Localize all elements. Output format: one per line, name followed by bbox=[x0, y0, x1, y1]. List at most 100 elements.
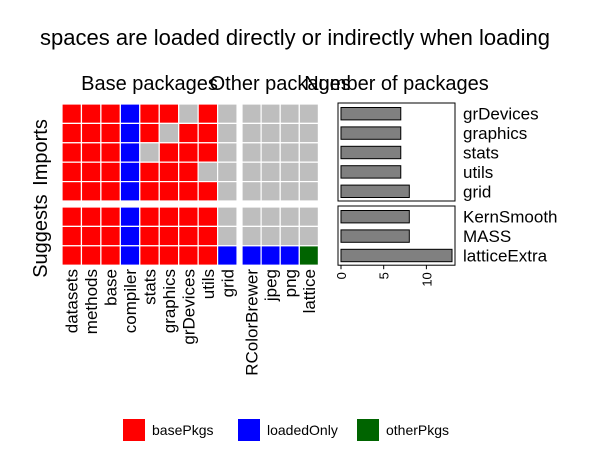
tile bbox=[241, 103, 262, 124]
tile bbox=[61, 245, 83, 266]
panel-title: Number of packages bbox=[304, 73, 489, 95]
legend-swatch bbox=[357, 419, 379, 441]
tile bbox=[279, 206, 300, 227]
tile bbox=[241, 142, 262, 163]
tile bbox=[139, 225, 160, 247]
tile bbox=[158, 142, 180, 163]
column-label: lattice bbox=[300, 269, 319, 313]
tile bbox=[217, 181, 238, 202]
column-label: stats bbox=[141, 269, 160, 305]
tile bbox=[61, 142, 83, 163]
tile bbox=[260, 206, 281, 227]
bar bbox=[340, 210, 410, 224]
tile bbox=[119, 181, 141, 202]
tile bbox=[241, 225, 262, 247]
tile bbox=[298, 245, 319, 266]
tile bbox=[119, 245, 141, 266]
row-group-label: Imports bbox=[30, 119, 52, 186]
column-label: jpeg bbox=[262, 269, 281, 302]
tile bbox=[80, 122, 102, 144]
tile bbox=[61, 181, 83, 202]
tile bbox=[298, 225, 319, 247]
bar bbox=[340, 248, 453, 263]
legend-swatch bbox=[123, 419, 145, 441]
chart-title: spaces are loaded directly or indirectly… bbox=[40, 25, 550, 50]
legend-label: basePkgs bbox=[152, 422, 213, 438]
tile bbox=[260, 122, 281, 144]
tile bbox=[178, 103, 199, 124]
x-tick-label: 0 bbox=[334, 272, 349, 279]
tile bbox=[80, 245, 102, 266]
legend-label: otherPkgs bbox=[386, 422, 449, 438]
tile bbox=[139, 103, 160, 124]
tile bbox=[298, 103, 319, 124]
tile bbox=[260, 103, 281, 124]
tile bbox=[178, 142, 199, 163]
tile bbox=[241, 245, 262, 266]
panel-title: Base packages bbox=[81, 73, 218, 95]
tile bbox=[197, 161, 219, 183]
tile bbox=[139, 122, 160, 144]
tile bbox=[100, 103, 121, 124]
tile bbox=[260, 181, 281, 202]
tile bbox=[197, 206, 219, 227]
tile bbox=[197, 142, 219, 163]
tile bbox=[279, 103, 300, 124]
tile bbox=[80, 181, 102, 202]
tile bbox=[158, 206, 180, 227]
tile bbox=[241, 122, 262, 144]
tile bbox=[61, 122, 83, 144]
tile bbox=[217, 225, 238, 247]
tile bbox=[119, 103, 141, 124]
tile bbox=[298, 122, 319, 144]
tile bbox=[100, 122, 121, 144]
column-label: graphics bbox=[160, 269, 179, 333]
column-label: png bbox=[281, 269, 300, 297]
tile bbox=[139, 142, 160, 163]
tile bbox=[217, 122, 238, 144]
x-tick-label: 5 bbox=[377, 272, 392, 279]
tile bbox=[100, 161, 121, 183]
tile bbox=[279, 245, 300, 266]
row-group-label: Suggests bbox=[30, 194, 52, 277]
bar bbox=[340, 126, 402, 140]
tile bbox=[100, 225, 121, 247]
panel-title: Other packages bbox=[210, 73, 351, 95]
tile bbox=[178, 225, 199, 247]
tile bbox=[61, 225, 83, 247]
tile bbox=[158, 245, 180, 266]
tile bbox=[139, 245, 160, 266]
tile bbox=[197, 245, 219, 266]
tile bbox=[279, 181, 300, 202]
tile bbox=[298, 161, 319, 183]
tile bbox=[158, 161, 180, 183]
tile bbox=[119, 142, 141, 163]
tile bbox=[197, 122, 219, 144]
tile bbox=[80, 142, 102, 163]
row-label: KernSmooth bbox=[463, 208, 558, 227]
tile bbox=[217, 206, 238, 227]
tile bbox=[197, 103, 219, 124]
tile bbox=[217, 245, 238, 266]
column-label: compiler bbox=[121, 269, 140, 334]
row-label: MASS bbox=[463, 227, 511, 246]
column-label: grid bbox=[218, 269, 237, 297]
tile bbox=[260, 225, 281, 247]
tile bbox=[119, 225, 141, 247]
column-label: RColorBrewer bbox=[243, 269, 262, 376]
tile bbox=[158, 225, 180, 247]
bar bbox=[340, 107, 402, 121]
tile bbox=[119, 122, 141, 144]
tile bbox=[61, 206, 83, 227]
legend-swatch bbox=[238, 419, 260, 441]
bar bbox=[340, 145, 402, 160]
tile bbox=[178, 122, 199, 144]
tile bbox=[241, 181, 262, 202]
column-label: base bbox=[102, 269, 121, 306]
tile bbox=[178, 206, 199, 227]
x-tick-label: 10 bbox=[419, 272, 434, 286]
tile bbox=[298, 142, 319, 163]
tile bbox=[139, 181, 160, 202]
tile bbox=[279, 122, 300, 144]
row-label: graphics bbox=[463, 124, 527, 143]
